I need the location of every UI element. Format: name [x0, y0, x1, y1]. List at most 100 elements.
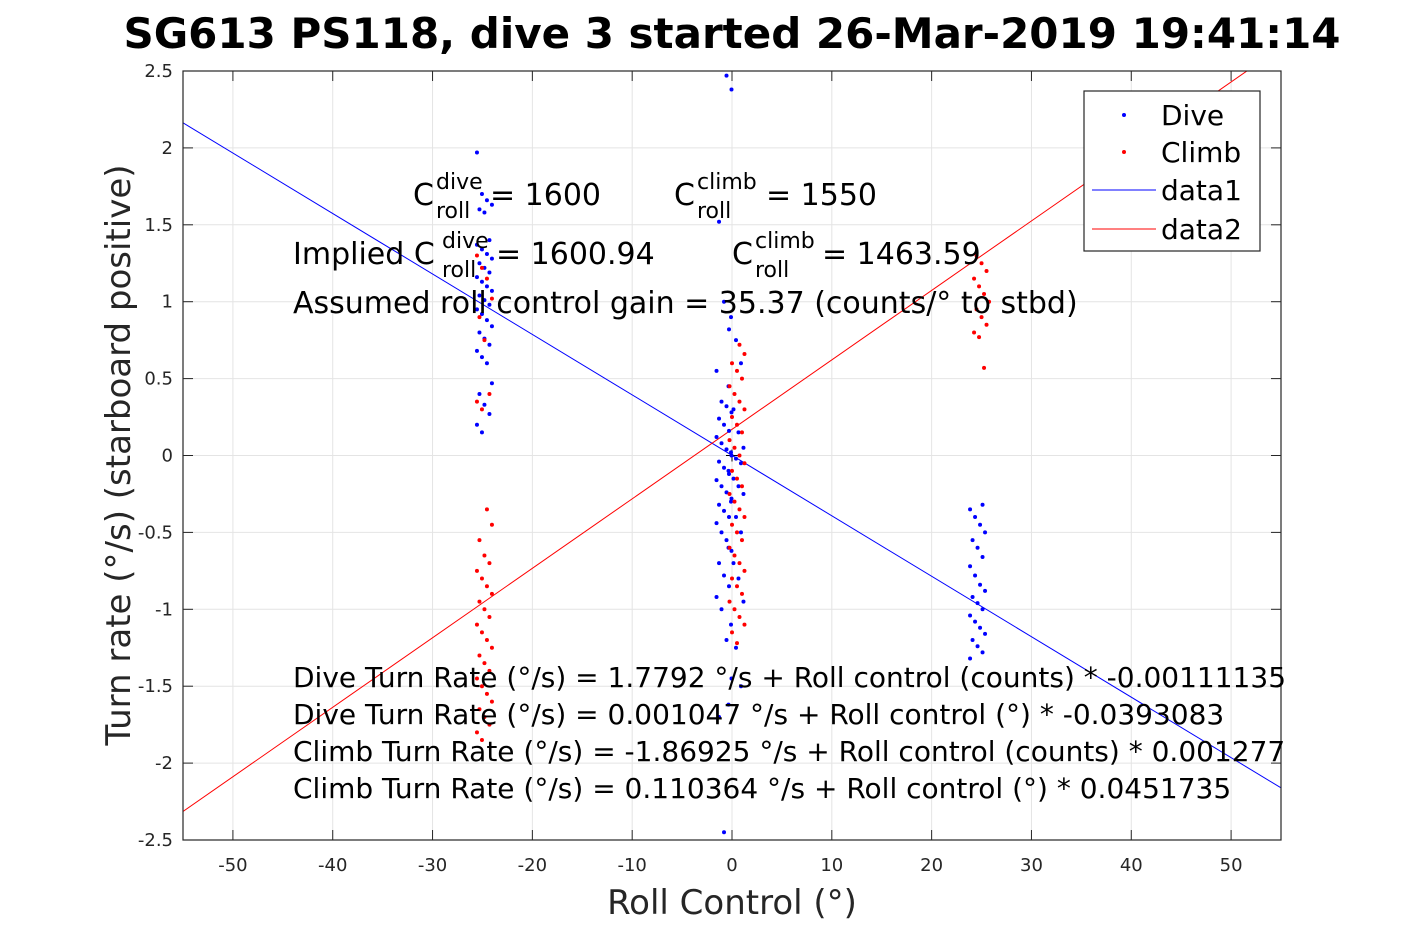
climb-point	[732, 391, 737, 396]
climb-point	[484, 584, 489, 589]
climb-point	[482, 661, 487, 666]
dive-point	[983, 530, 988, 535]
legend-climb-marker	[1122, 150, 1126, 154]
dive-point	[477, 207, 482, 212]
dive-point	[729, 499, 734, 504]
dive-point	[727, 515, 732, 520]
equation-dive-counts: Dive Turn Rate (°/s) = 1.7792 °/s + Roll…	[293, 661, 1286, 694]
climb-point	[734, 422, 739, 427]
climb-point	[739, 591, 744, 596]
climb-point	[477, 538, 482, 543]
dive-point	[724, 73, 729, 78]
dive-point	[970, 538, 975, 543]
y-tick-label: -0.5	[138, 522, 173, 543]
climb-point	[734, 584, 739, 589]
dive-point	[717, 219, 722, 224]
climb-point	[737, 507, 742, 512]
climb-point	[477, 707, 482, 712]
climb-point	[742, 622, 747, 627]
climb-point	[727, 438, 732, 443]
climb-point	[737, 561, 742, 566]
dive-point	[722, 465, 727, 470]
dive-point	[484, 284, 489, 289]
climb-point	[487, 722, 492, 727]
climb-point	[489, 645, 494, 650]
climb-point	[482, 607, 487, 612]
legend-dive-marker	[1122, 113, 1126, 117]
climb-point	[474, 730, 479, 735]
c-climb-base: C	[674, 178, 695, 213]
dive-point	[733, 645, 738, 650]
legend-climb-label: Climb	[1161, 136, 1241, 169]
dive-point	[727, 584, 732, 589]
climb-point	[487, 614, 492, 619]
dive-point	[479, 355, 484, 360]
dive-point	[484, 198, 489, 203]
dive-point	[727, 428, 732, 433]
dive-point	[474, 242, 479, 247]
c-dive-sub: roll	[436, 199, 470, 224]
climb-point	[479, 407, 484, 412]
climb-point	[477, 599, 482, 604]
dive-point	[975, 601, 980, 606]
dive-point	[719, 399, 724, 404]
x-tick-label: -10	[617, 855, 646, 876]
dive-point	[729, 87, 734, 92]
climb-point	[477, 653, 482, 658]
dive-point	[726, 702, 731, 707]
dive-point	[729, 622, 734, 627]
c-dive-value: = 1600	[490, 178, 601, 213]
legend-data1-label: data1	[1161, 174, 1242, 207]
legend: Dive Climb data1 data2	[1083, 90, 1261, 252]
x-tick-label: 0	[726, 855, 737, 876]
climb-point	[739, 376, 744, 381]
climb-point	[474, 253, 479, 258]
dive-point	[983, 631, 988, 636]
climb-point	[727, 545, 732, 550]
implied-climb-sub: roll	[755, 258, 789, 283]
implied-dive-sup: dive	[442, 229, 489, 254]
dive-point	[719, 530, 724, 535]
dive-point	[482, 402, 487, 407]
climb-point	[727, 599, 732, 604]
dive-point	[741, 599, 746, 604]
dive-point	[978, 522, 983, 527]
climb-point	[482, 553, 487, 558]
climb-point	[734, 368, 739, 373]
climb-point	[730, 468, 734, 473]
climb-point	[474, 568, 479, 573]
dive-point	[975, 644, 980, 649]
legend-dive-label: Dive	[1161, 99, 1224, 132]
x-tick-label: 40	[1120, 855, 1143, 876]
climb-point	[737, 399, 742, 404]
y-axis-ticks: -2.5 -2 -1.5 -1 -0.5 0 0.5 1 1.5 2 2.5	[138, 61, 1281, 851]
chart-title: SG613 PS118, dive 3 started 26-Mar-2019 …	[123, 9, 1340, 58]
dive-point	[479, 279, 484, 284]
climb-point	[972, 276, 977, 281]
climb-point	[742, 515, 747, 520]
dive-point	[973, 573, 978, 578]
equation-dive-degrees: Dive Turn Rate (°/s) = 0.001047 °/s + Ro…	[293, 698, 1224, 731]
dive-point	[729, 548, 734, 553]
c-climb-value: = 1550	[766, 178, 877, 213]
implied-climb-base: C	[732, 237, 753, 272]
dive-point	[724, 404, 729, 409]
dive-point	[736, 576, 741, 581]
climb-point	[474, 622, 479, 627]
dive-point	[733, 456, 738, 461]
c-dive-base: C	[413, 178, 434, 213]
equation-climb-degrees: Climb Turn Rate (°/s) = 0.110364 °/s + R…	[293, 772, 1231, 805]
climb-point	[982, 365, 987, 370]
climb-point	[730, 415, 734, 420]
dive-point	[719, 484, 724, 489]
dive-point	[741, 445, 746, 450]
x-tick-label: 30	[1020, 855, 1043, 876]
y-tick-label: 0.5	[144, 369, 173, 390]
climb-point	[727, 491, 732, 496]
dive-point	[973, 515, 978, 520]
roll-gain-note: Assumed roll control gain = 35.37 (count…	[293, 286, 1078, 321]
dive-point	[717, 714, 722, 719]
dive-point	[738, 461, 743, 466]
dive-point	[729, 410, 734, 415]
implied-dive-sub: roll	[442, 258, 476, 283]
